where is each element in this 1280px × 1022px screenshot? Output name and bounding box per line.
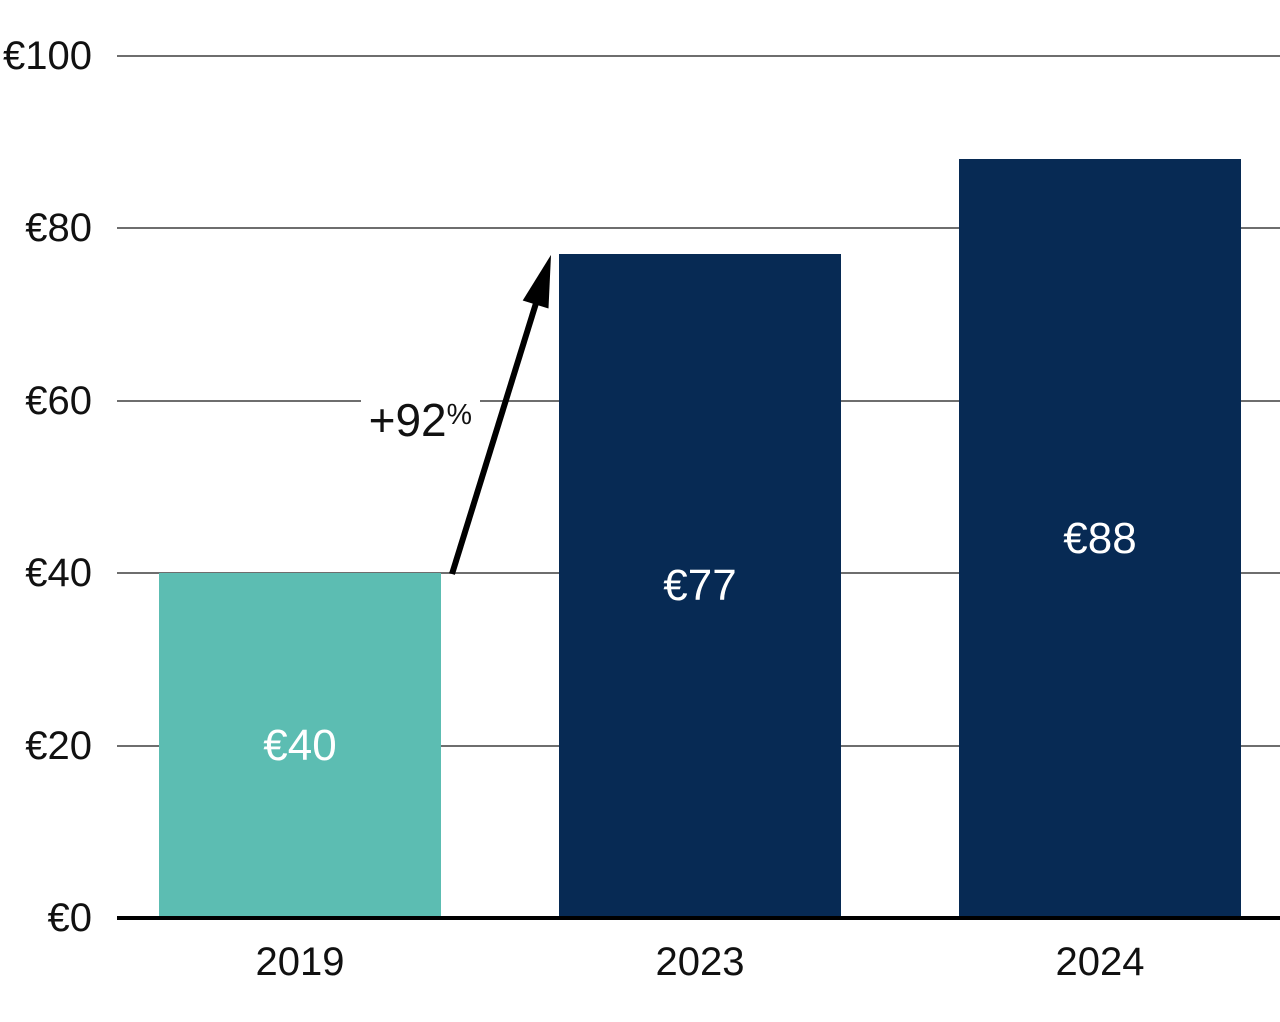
gridline-80 (117, 227, 1280, 229)
y-tick-label-20: €20 (25, 723, 92, 768)
gridline-100 (117, 54, 1280, 57)
bar-value-label-2023: €77 (663, 560, 737, 610)
bar-2019: €40 (159, 573, 441, 918)
bar-value-label-2019: €40 (263, 720, 337, 770)
x-tick-label-2019: 2019 (255, 940, 345, 984)
x-tick-label-2024: 2024 (1055, 940, 1145, 984)
x-axis-line (117, 916, 1280, 920)
y-tick-label-60: €60 (25, 378, 92, 423)
growth-annotation-value: +92 (368, 393, 447, 446)
bar-value-label-2024: €88 (1063, 513, 1137, 563)
x-tick-label-2023: 2023 (655, 940, 745, 984)
y-tick-label-0: €0 (47, 896, 93, 940)
percent-sign: % (446, 399, 472, 431)
y-tick-label-100: €100 (3, 33, 92, 78)
bar-2024: €88 (959, 159, 1241, 918)
bar-2023: €77 (559, 253, 841, 918)
y-tick-label-40: €40 (25, 551, 92, 595)
growth-annotation: +92% (360, 388, 480, 447)
y-tick-label-80: €80 (25, 206, 92, 250)
